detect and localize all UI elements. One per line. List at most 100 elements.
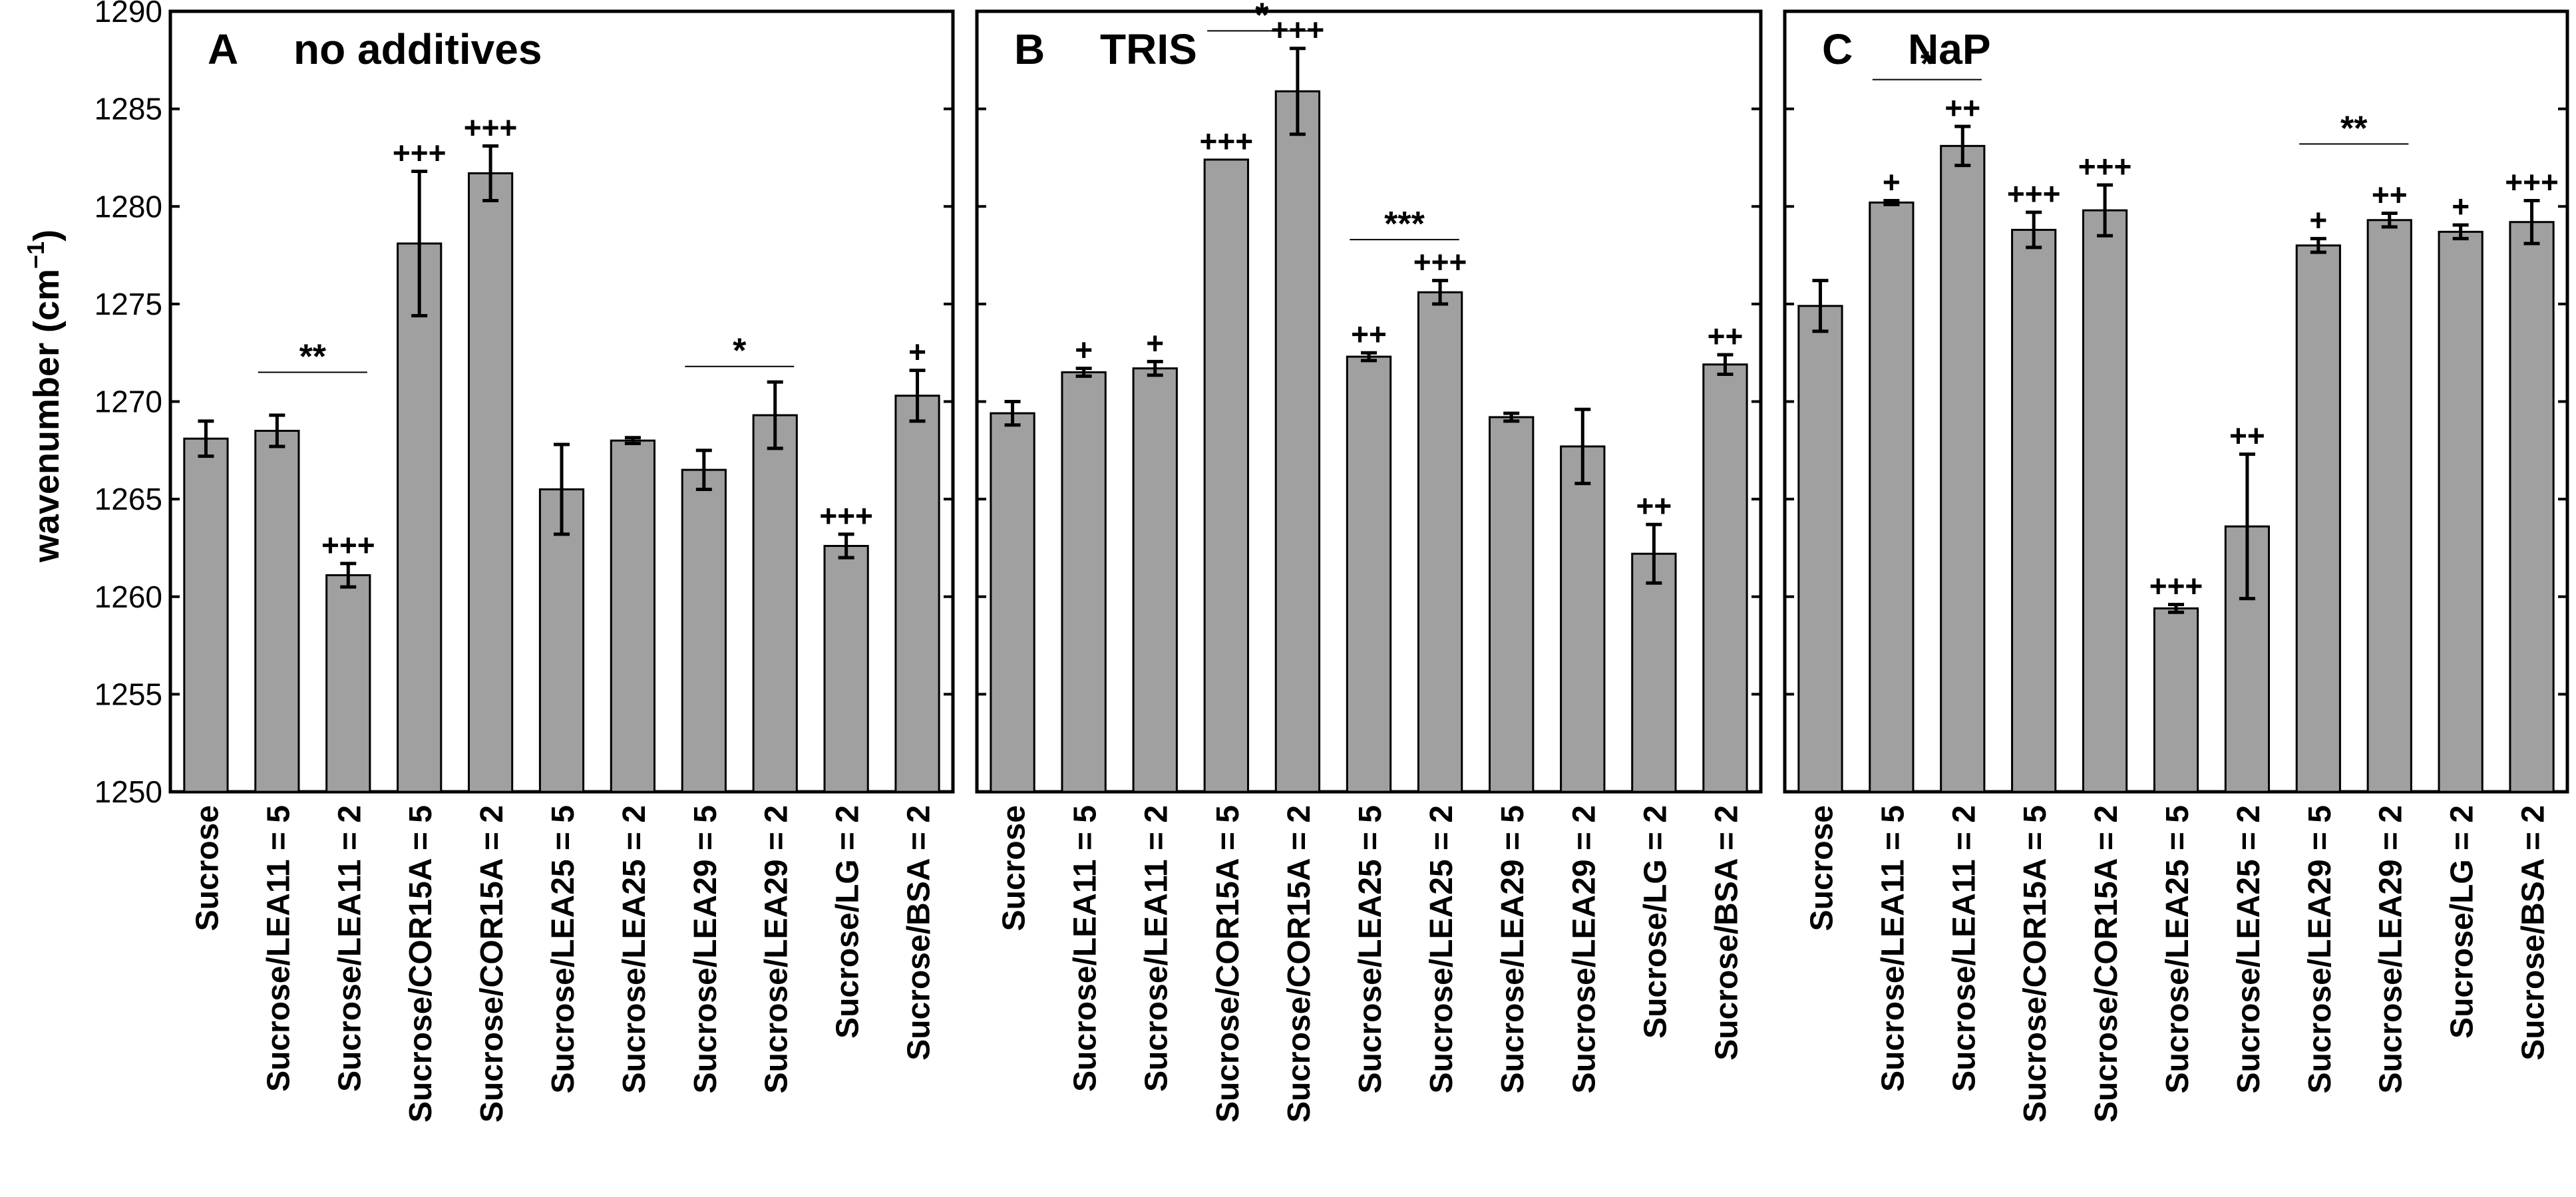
- panel-c: C NaP Sucrose + Sucrose/LEA11 = 5 ++ Sucrose/L…: [1783, 9, 2569, 1122]
- x-tick-label: Sucrose/COR15A = 5: [2018, 805, 2053, 1122]
- significance-mark: +: [908, 335, 926, 369]
- x-tick-label: Sucrose/LEA25 = 2: [617, 805, 652, 1094]
- x-tick-label-group: Sucrose/LEA11 = 2: [332, 805, 367, 1092]
- x-tick-label-group: Sucrose: [1804, 805, 1839, 931]
- x-tick-label: Sucrose: [1804, 805, 1839, 931]
- y-tick-label: 1270: [94, 385, 162, 419]
- bar: [894, 395, 940, 793]
- bar: [2366, 219, 2412, 793]
- bar: [2509, 221, 2555, 793]
- x-tick-label-group: Sucrose/LEA29 = 5: [1495, 805, 1531, 1094]
- y-tick-label: 1280: [94, 189, 162, 224]
- significance-mark: +: [1883, 164, 1901, 199]
- x-tick-label: Sucrose/LEA29 = 5: [1495, 805, 1531, 1094]
- significance-mark: +++: [2149, 568, 2203, 603]
- x-tick-label: Sucrose/LG = 2: [830, 805, 866, 1039]
- x-tick-label-group: Sucrose/BSA = 2: [902, 805, 937, 1061]
- bar: [325, 574, 371, 793]
- x-tick-label-group: Sucrose/LEA29 = 5: [688, 805, 723, 1094]
- panel-b: B TRIS Sucrose + Sucrose/LEA11 = 5 + Sucrose/L…: [975, 0, 1763, 1122]
- bar: [1631, 552, 1677, 793]
- x-tick-label: Sucrose: [190, 805, 225, 931]
- y-axis-label: wavenumber (cm−1): [22, 230, 67, 563]
- bar: [1940, 144, 1986, 793]
- x-tick-label: Sucrose/LEA25 = 5: [1353, 805, 1388, 1094]
- x-tick-label-group: Sucrose/COR15A = 2: [474, 805, 510, 1122]
- x-tick-label-group: Sucrose/LEA25 = 5: [1353, 805, 1388, 1094]
- bar: [254, 429, 300, 793]
- x-tick-label-group: Sucrose/COR15A = 5: [403, 805, 439, 1122]
- x-tick-label-group: Sucrose/LEA25 = 2: [2231, 805, 2267, 1094]
- bar: [1869, 201, 1915, 793]
- bar: [610, 439, 656, 793]
- x-tick-label: Sucrose/LEA11 = 2: [1946, 805, 1982, 1092]
- bar: [1797, 305, 1843, 793]
- panel-letter: B: [1014, 25, 1045, 73]
- significance-mark: +++: [1271, 13, 1325, 47]
- bar: [1274, 90, 1321, 793]
- x-tick-label: Sucrose/LG = 2: [2445, 805, 2480, 1039]
- y-tick-label: 1275: [94, 287, 162, 321]
- x-tick-label: Sucrose/LEA29 = 5: [688, 805, 723, 1094]
- x-tick-label-group: Sucrose/LEA11 = 5: [1068, 805, 1103, 1092]
- significance-mark: +++: [321, 528, 375, 562]
- chart-panels: 1250 1255 1260 1265 1270 1275 1280 1285 1290 A no …: [94, 0, 2569, 1122]
- significance-mark: ++: [1351, 317, 1387, 351]
- y-tick-label: 1265: [94, 482, 162, 516]
- comparison-label: *: [733, 332, 747, 371]
- x-tick-label-group: Sucrose/LEA29 = 2: [759, 805, 795, 1094]
- x-tick-label-group: Sucrose/LEA11 = 5: [1875, 805, 1911, 1092]
- significance-mark: +++: [2078, 149, 2132, 184]
- x-tick-label: Sucrose/LEA29 = 2: [1566, 805, 1602, 1094]
- x-tick-label: Sucrose/LG = 2: [1638, 805, 1673, 1039]
- x-tick-label-group: Sucrose/BSA = 2: [1709, 805, 1744, 1061]
- x-tick-label-group: Sucrose/COR15A = 2: [1282, 805, 1317, 1122]
- y-axis-label-superscript: −1: [22, 242, 49, 269]
- panel-letter: C: [1822, 25, 1853, 73]
- x-tick-label-group: Sucrose/LEA25 = 2: [617, 805, 652, 1094]
- x-tick-label-group: Sucrose/LEA25 = 5: [546, 805, 581, 1094]
- comparison-label: *: [1921, 45, 1934, 84]
- comparison-label: ***: [1384, 205, 1425, 244]
- bar: [1203, 158, 1249, 793]
- y-axis-label-main: wavenumber (cm: [27, 269, 67, 563]
- x-tick-label: Sucrose/COR15A = 2: [2089, 805, 2124, 1122]
- x-tick-label: Sucrose/BSA = 2: [2516, 805, 2551, 1061]
- x-tick-label-group: Sucrose/LEA25 = 5: [2160, 805, 2195, 1094]
- x-tick-label-group: Sucrose: [997, 805, 1032, 931]
- bar: [2295, 244, 2341, 793]
- y-tick-label: 1260: [94, 580, 162, 614]
- significance-mark: +: [2452, 189, 2470, 224]
- significance-mark: +++: [1413, 245, 1467, 279]
- comparison-label: **: [2340, 109, 2368, 148]
- x-tick-label: Sucrose/LEA25 = 2: [1424, 805, 1459, 1094]
- significance-mark: +: [1146, 325, 1164, 360]
- x-tick-label-group: Sucrose/LEA29 = 2: [1566, 805, 1602, 1094]
- bar: [752, 414, 798, 793]
- x-tick-label: Sucrose/LEA29 = 2: [759, 805, 795, 1094]
- significance-mark: +++: [393, 135, 447, 170]
- significance-mark: ++: [2372, 178, 2408, 212]
- bar: [2153, 607, 2199, 793]
- significance-mark: +++: [2007, 176, 2061, 211]
- y-tick-label: 1285: [94, 92, 162, 126]
- panel-title: NaP: [1908, 25, 1991, 73]
- x-tick-label: Sucrose/LEA11 = 2: [1139, 805, 1175, 1092]
- bar: [1132, 367, 1178, 793]
- bar: [823, 545, 869, 793]
- x-tick-label: Sucrose/COR15A = 5: [403, 805, 439, 1122]
- x-tick-label: Sucrose/LEA25 = 5: [2160, 805, 2195, 1094]
- x-tick-label: Sucrose/LEA25 = 2: [2231, 805, 2267, 1094]
- bar: [1702, 363, 1748, 793]
- x-tick-label-group: Sucrose/LEA11 = 2: [1139, 805, 1175, 1092]
- x-tick-label-group: Sucrose/COR15A = 5: [2018, 805, 2053, 1122]
- x-tick-label-group: Sucrose/LG = 2: [2445, 805, 2480, 1039]
- x-tick-label-group: Sucrose/LEA29 = 2: [2374, 805, 2409, 1094]
- x-tick-label-group: Sucrose/BSA = 2: [2516, 805, 2551, 1061]
- y-tick-label: 1250: [94, 774, 162, 809]
- panel-a: 1250 1255 1260 1265 1270 1275 1280 1285 1290 A no …: [94, 0, 955, 1122]
- bar: [1560, 445, 1606, 793]
- bar: [2011, 228, 2057, 793]
- bar: [538, 488, 585, 793]
